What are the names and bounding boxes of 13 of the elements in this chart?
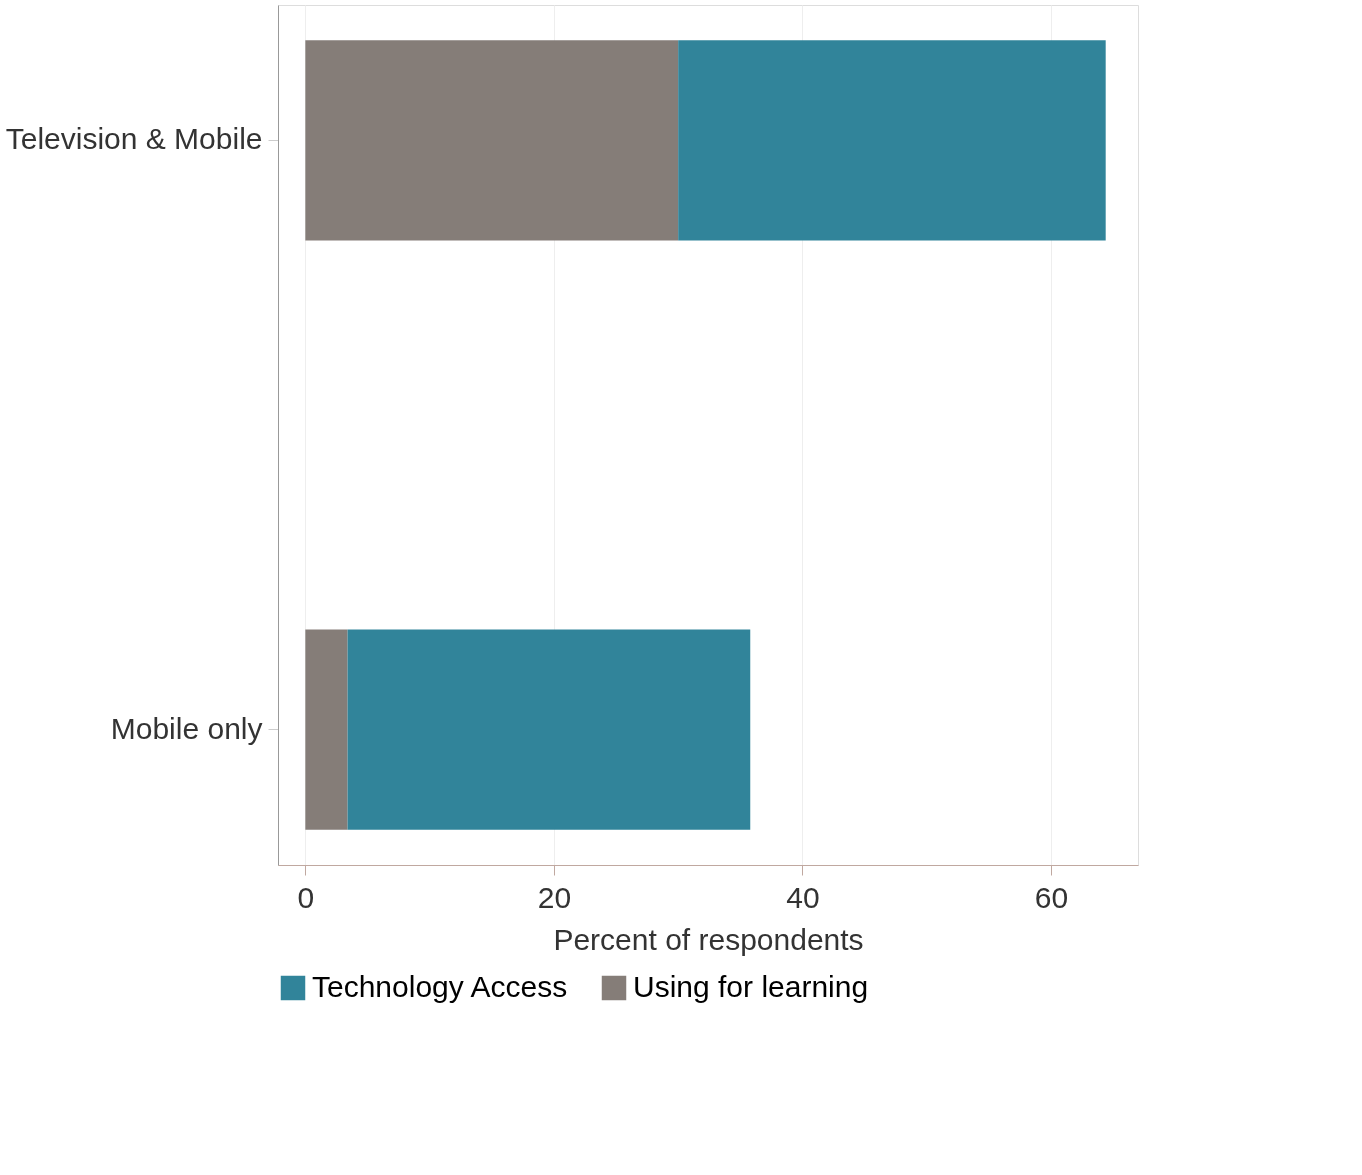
x-tick-label: 60 xyxy=(1034,880,1069,914)
x-tick-label: 0 xyxy=(297,880,315,914)
bar xyxy=(305,629,348,830)
legend-label: Using for learning xyxy=(633,970,869,1003)
y-tick-label: Television & Mobile xyxy=(5,122,263,156)
x-axis-title: Percent of respondents xyxy=(553,922,864,956)
x-tick-label: 40 xyxy=(786,880,820,914)
bar xyxy=(305,40,679,241)
bar xyxy=(347,629,751,830)
y-tick-label: Mobile only xyxy=(110,711,263,745)
legend-label: Technology Access xyxy=(312,970,568,1003)
x-tick-label: 20 xyxy=(537,880,572,914)
bar xyxy=(678,40,1106,241)
